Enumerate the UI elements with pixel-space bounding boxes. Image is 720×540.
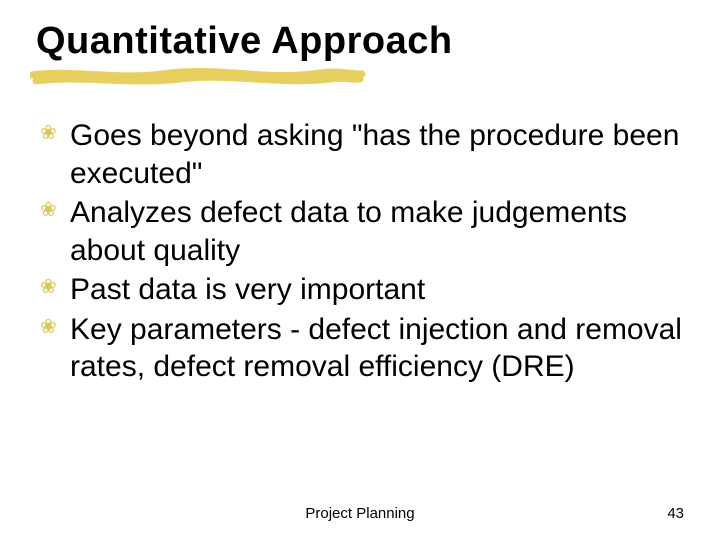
flower-bullet-icon: ❀	[40, 123, 57, 143]
title-underline	[36, 69, 684, 89]
bullet-item: ❀ Goes beyond asking "has the procedure b…	[40, 117, 684, 192]
slide-title: Quantitative Approach	[36, 20, 684, 63]
bullet-text: Goes beyond asking "has the procedure be…	[70, 119, 679, 190]
bullet-item: ❀ Analyzes defect data to make judgements…	[40, 194, 684, 269]
flower-bullet-icon: ❀	[40, 200, 57, 220]
slide-container: Quantitative Approach ❀ Goes beyond askin…	[0, 0, 720, 540]
bullet-list: ❀ Goes beyond asking "has the procedure b…	[36, 117, 684, 386]
footer-center-text: Project Planning	[0, 505, 720, 522]
bullet-item: ❀ Past data is very important	[40, 271, 684, 309]
page-number: 43	[667, 505, 684, 522]
flower-bullet-icon: ❀	[40, 277, 57, 297]
scribble-underline-icon	[30, 65, 370, 89]
flower-bullet-icon: ❀	[40, 317, 57, 337]
bullet-text: Key parameters - defect injection and re…	[70, 313, 682, 384]
bullet-text: Past data is very important	[70, 273, 425, 306]
bullet-item: ❀ Key parameters - defect injection and r…	[40, 311, 684, 386]
bullet-text: Analyzes defect data to make judgements …	[70, 196, 627, 267]
